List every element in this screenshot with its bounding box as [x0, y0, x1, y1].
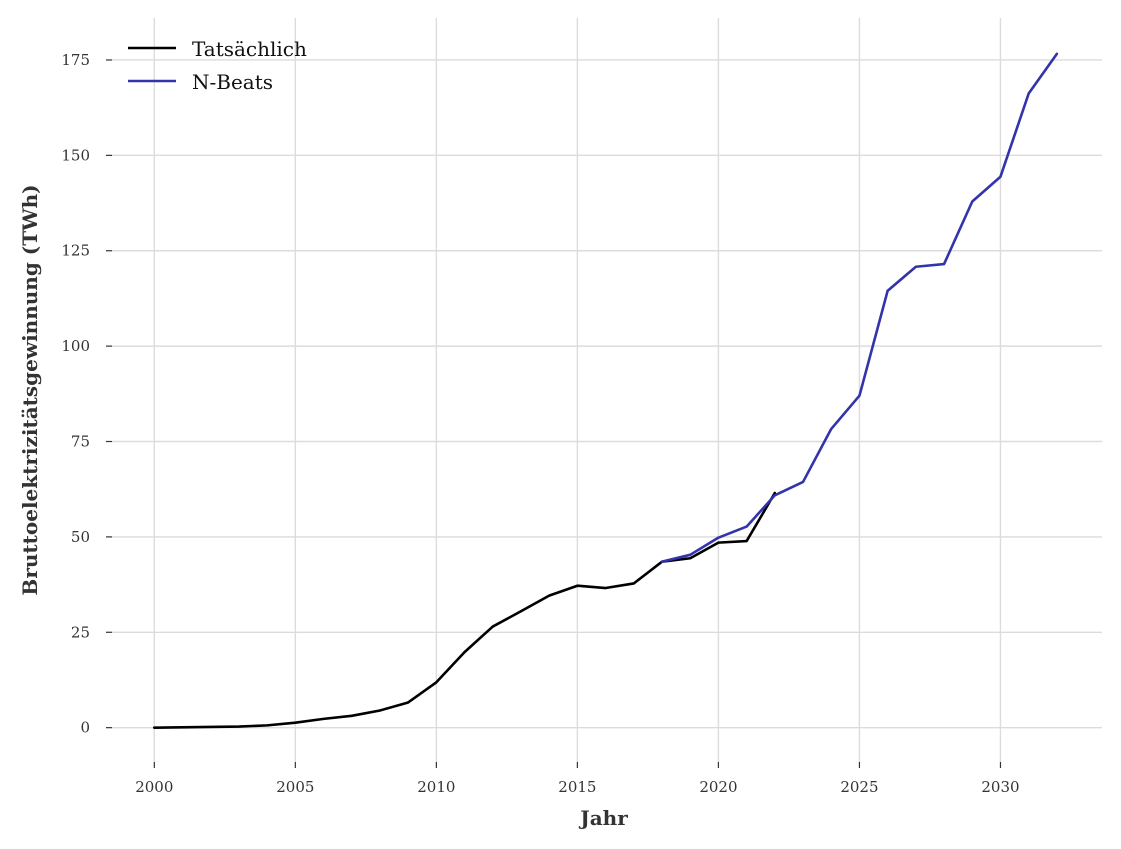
y-tick-label: 75 [71, 433, 90, 451]
y-axis-ticks: 0 25 50 75 100 125 150 175 [61, 51, 112, 737]
y-tick-label: 125 [61, 242, 90, 260]
y-tick-label: 25 [71, 623, 90, 641]
y-gridlines [112, 59, 1102, 729]
x-tick-label: 2020 [699, 778, 737, 796]
y-tick-label: 150 [61, 146, 90, 164]
x-tick-label: 2010 [417, 778, 455, 796]
y-axis-label: Bruttoelektrizitätsgewinnung (TWh) [18, 184, 42, 595]
x-tick-label: 2025 [840, 778, 878, 796]
x-axis-label: Jahr [578, 806, 628, 830]
x-tick-label: 2015 [558, 778, 596, 796]
x-gridlines [153, 18, 1002, 762]
legend-label-tatsaechlich: Tatsächlich [192, 37, 307, 61]
legend: Tatsächlich N-Beats [128, 37, 307, 94]
legend-label-n-beats: N-Beats [192, 70, 273, 94]
series-line-n-beats [660, 52, 1059, 563]
y-tick-label: 0 [80, 719, 90, 737]
x-axis-ticks: 2000 2005 2010 2015 2020 2025 2030 [135, 762, 1020, 796]
y-tick-label: 175 [61, 51, 90, 69]
x-tick-label: 2005 [276, 778, 314, 796]
x-tick-label: 2000 [135, 778, 173, 796]
x-tick-label: 2030 [981, 778, 1019, 796]
series-layer [153, 52, 1059, 729]
series-line-tatsaechlich [153, 491, 777, 729]
y-tick-label: 100 [61, 337, 90, 355]
y-tick-label: 50 [71, 528, 90, 546]
